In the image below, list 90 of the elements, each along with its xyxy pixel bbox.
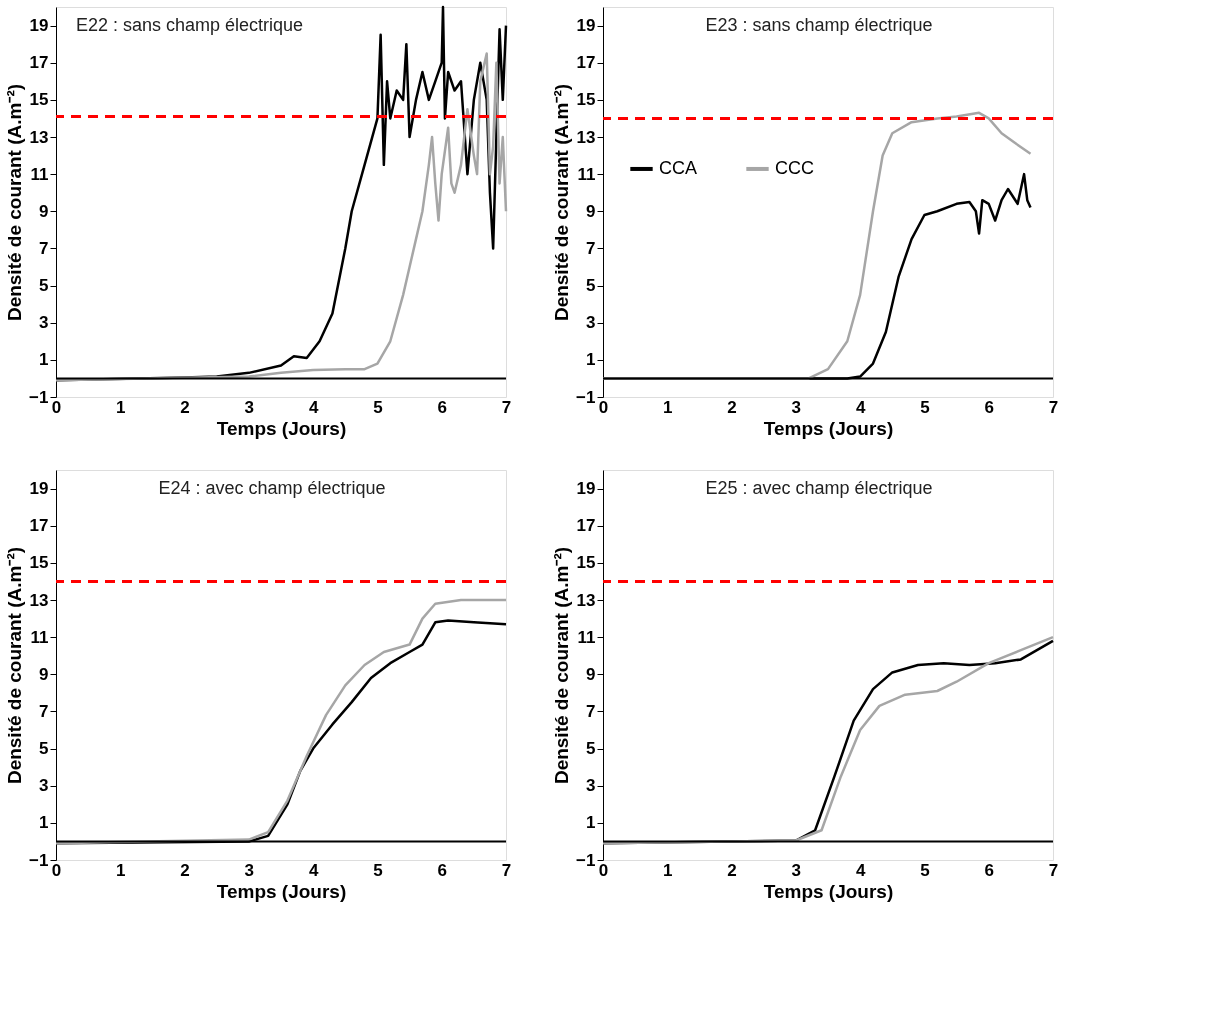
- y-tick-label: 19: [29, 479, 49, 499]
- x-tick-label: 6: [984, 397, 994, 417]
- x-tick-label: 6: [437, 397, 447, 417]
- y-tick-label: 9: [586, 201, 596, 221]
- y-tick-label: 9: [39, 201, 49, 221]
- y-tick-label: 19: [576, 16, 596, 36]
- y-tick-label: 13: [29, 127, 49, 147]
- x-tick-label: 3: [791, 860, 802, 880]
- y-tick-label: −1: [29, 850, 49, 870]
- chart-title: E25 : avec champ électrique: [705, 478, 933, 498]
- y-tick-label: 3: [586, 313, 596, 333]
- x-tick-label: 0: [51, 397, 62, 417]
- x-tick-label: 5: [920, 860, 930, 880]
- x-tick-label: 0: [598, 397, 609, 417]
- x-tick-label: 7: [501, 397, 512, 417]
- y-tick-label: 11: [30, 627, 49, 647]
- chart-title: E22 : sans champ électrique: [76, 15, 304, 35]
- y-tick-label: 7: [586, 701, 596, 721]
- legend-label: CCC: [775, 157, 814, 178]
- y-tick-label: 1: [586, 813, 596, 833]
- x-tick-label: 4: [855, 397, 866, 417]
- x-tick-label: 5: [920, 397, 930, 417]
- x-axis-title: Temps (Jours): [216, 880, 347, 902]
- x-tick-label: 1: [116, 860, 126, 880]
- x-tick-label: 2: [727, 397, 737, 417]
- x-tick-label: 5: [373, 860, 383, 880]
- y-tick-label: 11: [30, 164, 49, 184]
- y-axis-title: Densité de courant (A.m⁻²): [4, 83, 26, 322]
- y-tick-label: 7: [39, 238, 49, 258]
- y-tick-label: 3: [39, 776, 49, 796]
- y-tick-label: 17: [29, 516, 49, 536]
- y-tick-label: 19: [576, 479, 596, 499]
- y-tick-label: 5: [586, 276, 596, 296]
- chart-title: E23 : sans champ électrique: [705, 15, 933, 35]
- x-tick-label: 4: [308, 860, 319, 880]
- x-tick-label: 4: [308, 397, 319, 417]
- x-tick-label: 2: [180, 860, 190, 880]
- chart-title: E24 : avec champ électrique: [158, 478, 386, 498]
- x-axis-title: Temps (Jours): [216, 417, 347, 439]
- y-tick-label: 3: [586, 776, 596, 796]
- y-tick-label: 11: [577, 627, 596, 647]
- x-tick-label: 6: [984, 860, 994, 880]
- y-tick-label: 15: [29, 90, 49, 110]
- y-tick-label: 17: [29, 53, 49, 73]
- x-tick-label: 3: [244, 860, 255, 880]
- x-tick-label: 0: [598, 860, 609, 880]
- y-axis-title: Densité de courant (A.m⁻²): [551, 546, 573, 785]
- y-tick-label: 13: [576, 127, 596, 147]
- y-tick-label: 7: [39, 701, 49, 721]
- x-tick-label: 2: [727, 860, 737, 880]
- x-tick-label: 5: [373, 397, 383, 417]
- y-tick-label: 1: [39, 813, 49, 833]
- legend-label: CCA: [659, 157, 698, 178]
- x-tick-label: 7: [1048, 860, 1059, 880]
- y-tick-label: −1: [576, 387, 596, 407]
- y-tick-label: 13: [29, 590, 49, 610]
- x-axis-title: Temps (Jours): [763, 417, 894, 439]
- x-tick-label: 0: [51, 860, 62, 880]
- y-axis-title: Densité de courant (A.m⁻²): [4, 546, 26, 785]
- y-tick-label: 9: [586, 664, 596, 684]
- y-tick-label: 15: [29, 553, 49, 573]
- y-axis-title: Densité de courant (A.m⁻²): [551, 83, 573, 322]
- y-tick-label: 19: [29, 16, 49, 36]
- y-tick-label: 13: [576, 590, 596, 610]
- y-tick-label: 3: [39, 313, 49, 333]
- x-tick-label: 2: [180, 397, 190, 417]
- y-tick-label: 5: [586, 739, 596, 759]
- y-tick-label: 11: [577, 164, 596, 184]
- x-tick-label: 7: [1048, 397, 1059, 417]
- x-tick-label: 1: [663, 397, 673, 417]
- x-tick-label: 3: [791, 397, 802, 417]
- y-tick-label: 17: [576, 53, 596, 73]
- x-tick-label: 6: [437, 860, 447, 880]
- y-tick-label: 17: [576, 516, 596, 536]
- x-tick-label: 1: [663, 860, 673, 880]
- y-tick-label: −1: [576, 850, 596, 870]
- y-tick-label: 5: [39, 739, 49, 759]
- x-tick-label: 3: [244, 397, 255, 417]
- x-tick-label: 1: [116, 397, 126, 417]
- y-tick-label: 1: [586, 350, 596, 370]
- y-tick-label: 15: [576, 553, 596, 573]
- y-tick-label: 1: [39, 350, 49, 370]
- y-tick-label: 9: [39, 664, 49, 684]
- y-tick-label: 5: [39, 276, 49, 296]
- y-tick-label: 15: [576, 90, 596, 110]
- y-tick-label: 7: [586, 238, 596, 258]
- x-tick-label: 4: [855, 860, 866, 880]
- x-axis-title: Temps (Jours): [763, 880, 894, 902]
- x-tick-label: 7: [501, 860, 512, 880]
- y-tick-label: −1: [29, 387, 49, 407]
